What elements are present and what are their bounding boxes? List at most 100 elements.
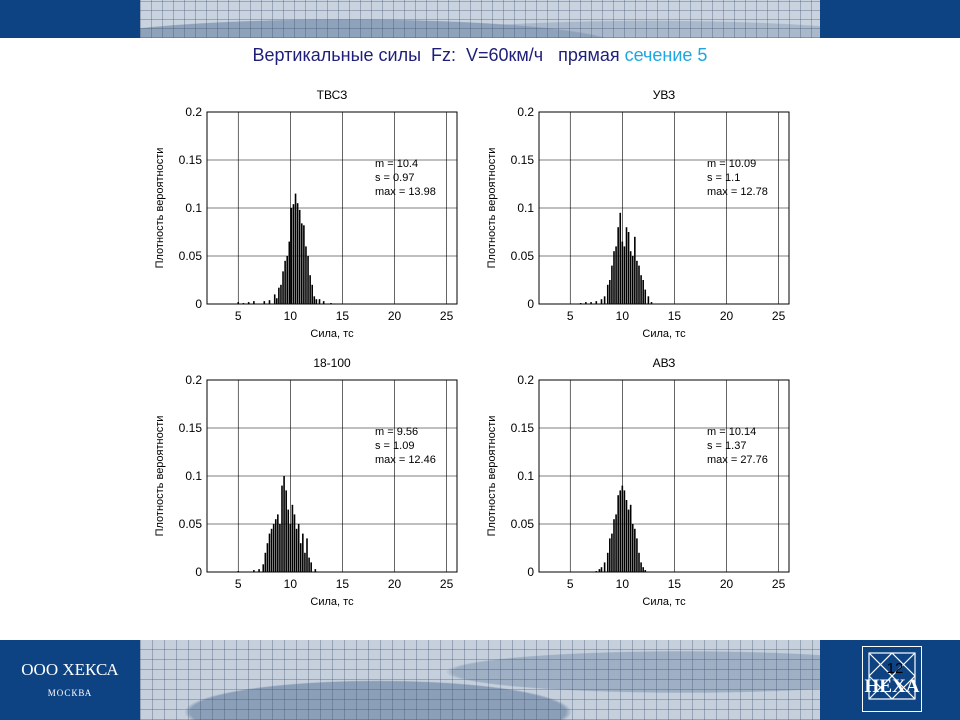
histogram-bar: [274, 519, 277, 572]
x-tick-label: 25: [772, 309, 786, 323]
histogram-bar: [642, 567, 644, 572]
histogram-bar: [629, 504, 632, 572]
histogram-bar: [237, 302, 240, 304]
x-tick-label: 15: [336, 309, 350, 323]
histogram-bar: [621, 485, 624, 572]
histogram-bar: [290, 208, 293, 304]
histogram-bar: [606, 552, 609, 572]
histogram-bar: [322, 301, 325, 304]
x-tick-label: 20: [720, 309, 734, 323]
y-tick-label: 0: [195, 297, 202, 311]
histogram-bar: [585, 302, 587, 304]
histogram-bar: [619, 212, 622, 304]
histogram-panel: 5 10 15 20 25 0 0.05 0.1 0.15 0.2 АВЗ Сила, тс Плотн…: [486, 356, 790, 608]
histogram-bar: [306, 538, 308, 572]
histogram-bar: [281, 485, 283, 572]
histogram-bar: [631, 256, 634, 304]
histogram-bar: [300, 223, 303, 304]
histogram-bar: [638, 265, 640, 304]
y-tick-label: 0.1: [185, 469, 202, 483]
histogram-bar: [615, 514, 617, 572]
histogram-bar: [268, 300, 271, 304]
y-axis-label: Плотность вероятности: [154, 148, 166, 269]
histogram-bar: [634, 528, 636, 572]
chart-title: АВЗ: [653, 356, 676, 370]
y-tick-label: 0.2: [185, 105, 202, 119]
histogram-bar: [284, 260, 286, 304]
histogram-bar: [313, 296, 316, 304]
histogram-bar: [625, 227, 628, 304]
histogram-bar: [621, 241, 624, 304]
histogram-bar: [283, 476, 285, 572]
x-tick-label: 20: [720, 577, 734, 591]
slide-title: Вертикальные силы Fz: V=60км/ч прямая се…: [0, 45, 960, 66]
histogram-bar: [304, 552, 306, 572]
histogram-bar: [287, 509, 290, 572]
stats-line: s = 1.1: [707, 172, 740, 184]
histogram-bar: [286, 256, 289, 304]
histogram-bar: [625, 500, 628, 572]
histogram-bar: [634, 236, 636, 304]
x-axis-label: Сила, тс: [310, 596, 354, 608]
plot-frame: [538, 111, 790, 305]
histogram-bar: [603, 296, 606, 304]
histogram-bar: [609, 538, 611, 572]
y-tick-label: 0.2: [185, 373, 202, 387]
y-tick-label: 0.2: [517, 105, 534, 119]
stats-line: max = 13.98: [375, 186, 436, 198]
x-tick-label: 10: [284, 309, 298, 323]
histogram-bar: [247, 302, 250, 304]
histogram-bar: [294, 193, 297, 304]
x-tick-label: 5: [567, 577, 574, 591]
histogram-bar: [268, 533, 271, 572]
chart-title: 18-100: [313, 356, 351, 370]
y-tick-label: 0.15: [179, 153, 203, 167]
histogram-panel: 5 10 15 20 25 0 0.05 0.1 0.15 0.2 18-100 Сила, тс Пл…: [154, 356, 458, 608]
histogram-bar: [623, 490, 626, 572]
x-tick-label: 5: [235, 309, 242, 323]
histogram-bar: [640, 562, 642, 572]
histogram-bar: [644, 570, 647, 572]
histogram-bar: [595, 301, 598, 304]
y-tick-label: 0.1: [185, 201, 202, 215]
histogram-bar: [253, 570, 255, 572]
histogram-bar: [611, 265, 613, 304]
x-tick-label: 10: [284, 577, 298, 591]
chart-title: ТВСЗ: [317, 88, 348, 102]
logo-text: HEXA: [864, 676, 920, 697]
y-tick-label: 0.1: [517, 201, 534, 215]
histogram-bar: [590, 302, 592, 304]
x-axis-label: Сила, тс: [642, 328, 686, 340]
x-tick-label: 15: [668, 309, 682, 323]
histogram-bar: [615, 246, 617, 304]
x-tick-label: 5: [567, 309, 574, 323]
histogram-bar: [627, 509, 630, 572]
slide-title-main: Вертикальные силы Fz: V=60км/ч прямая: [252, 45, 625, 65]
x-axis-label: Сила, тс: [642, 596, 686, 608]
histogram-bar: [307, 256, 309, 304]
histogram-bar: [613, 519, 615, 572]
company-name: ООО ХЕКСА: [21, 660, 119, 679]
x-tick-label: 15: [668, 577, 682, 591]
histogram-bar: [314, 569, 317, 572]
x-tick-label: 5: [235, 577, 242, 591]
footer-mesh-image: [140, 640, 820, 720]
stats-line: s = 1.09: [375, 440, 414, 452]
histogram-bar: [606, 284, 609, 304]
x-tick-label: 10: [616, 309, 630, 323]
histogram-bar: [273, 294, 276, 304]
histogram-bar: [293, 514, 296, 572]
histogram-bar: [295, 528, 298, 572]
plot-frame: [538, 379, 790, 573]
x-tick-label: 20: [388, 309, 402, 323]
y-axis-label: Плотность вероятности: [486, 148, 498, 269]
histogram-bar: [266, 543, 269, 572]
histogram-bar: [619, 490, 622, 572]
y-tick-label: 0: [195, 565, 202, 579]
histogram-bar: [638, 552, 640, 572]
y-tick-label: 0.05: [511, 249, 535, 263]
stats-line: m = 10.14: [707, 426, 756, 438]
x-axis-label: Сила, тс: [310, 328, 354, 340]
histogram-bar: [285, 490, 287, 572]
